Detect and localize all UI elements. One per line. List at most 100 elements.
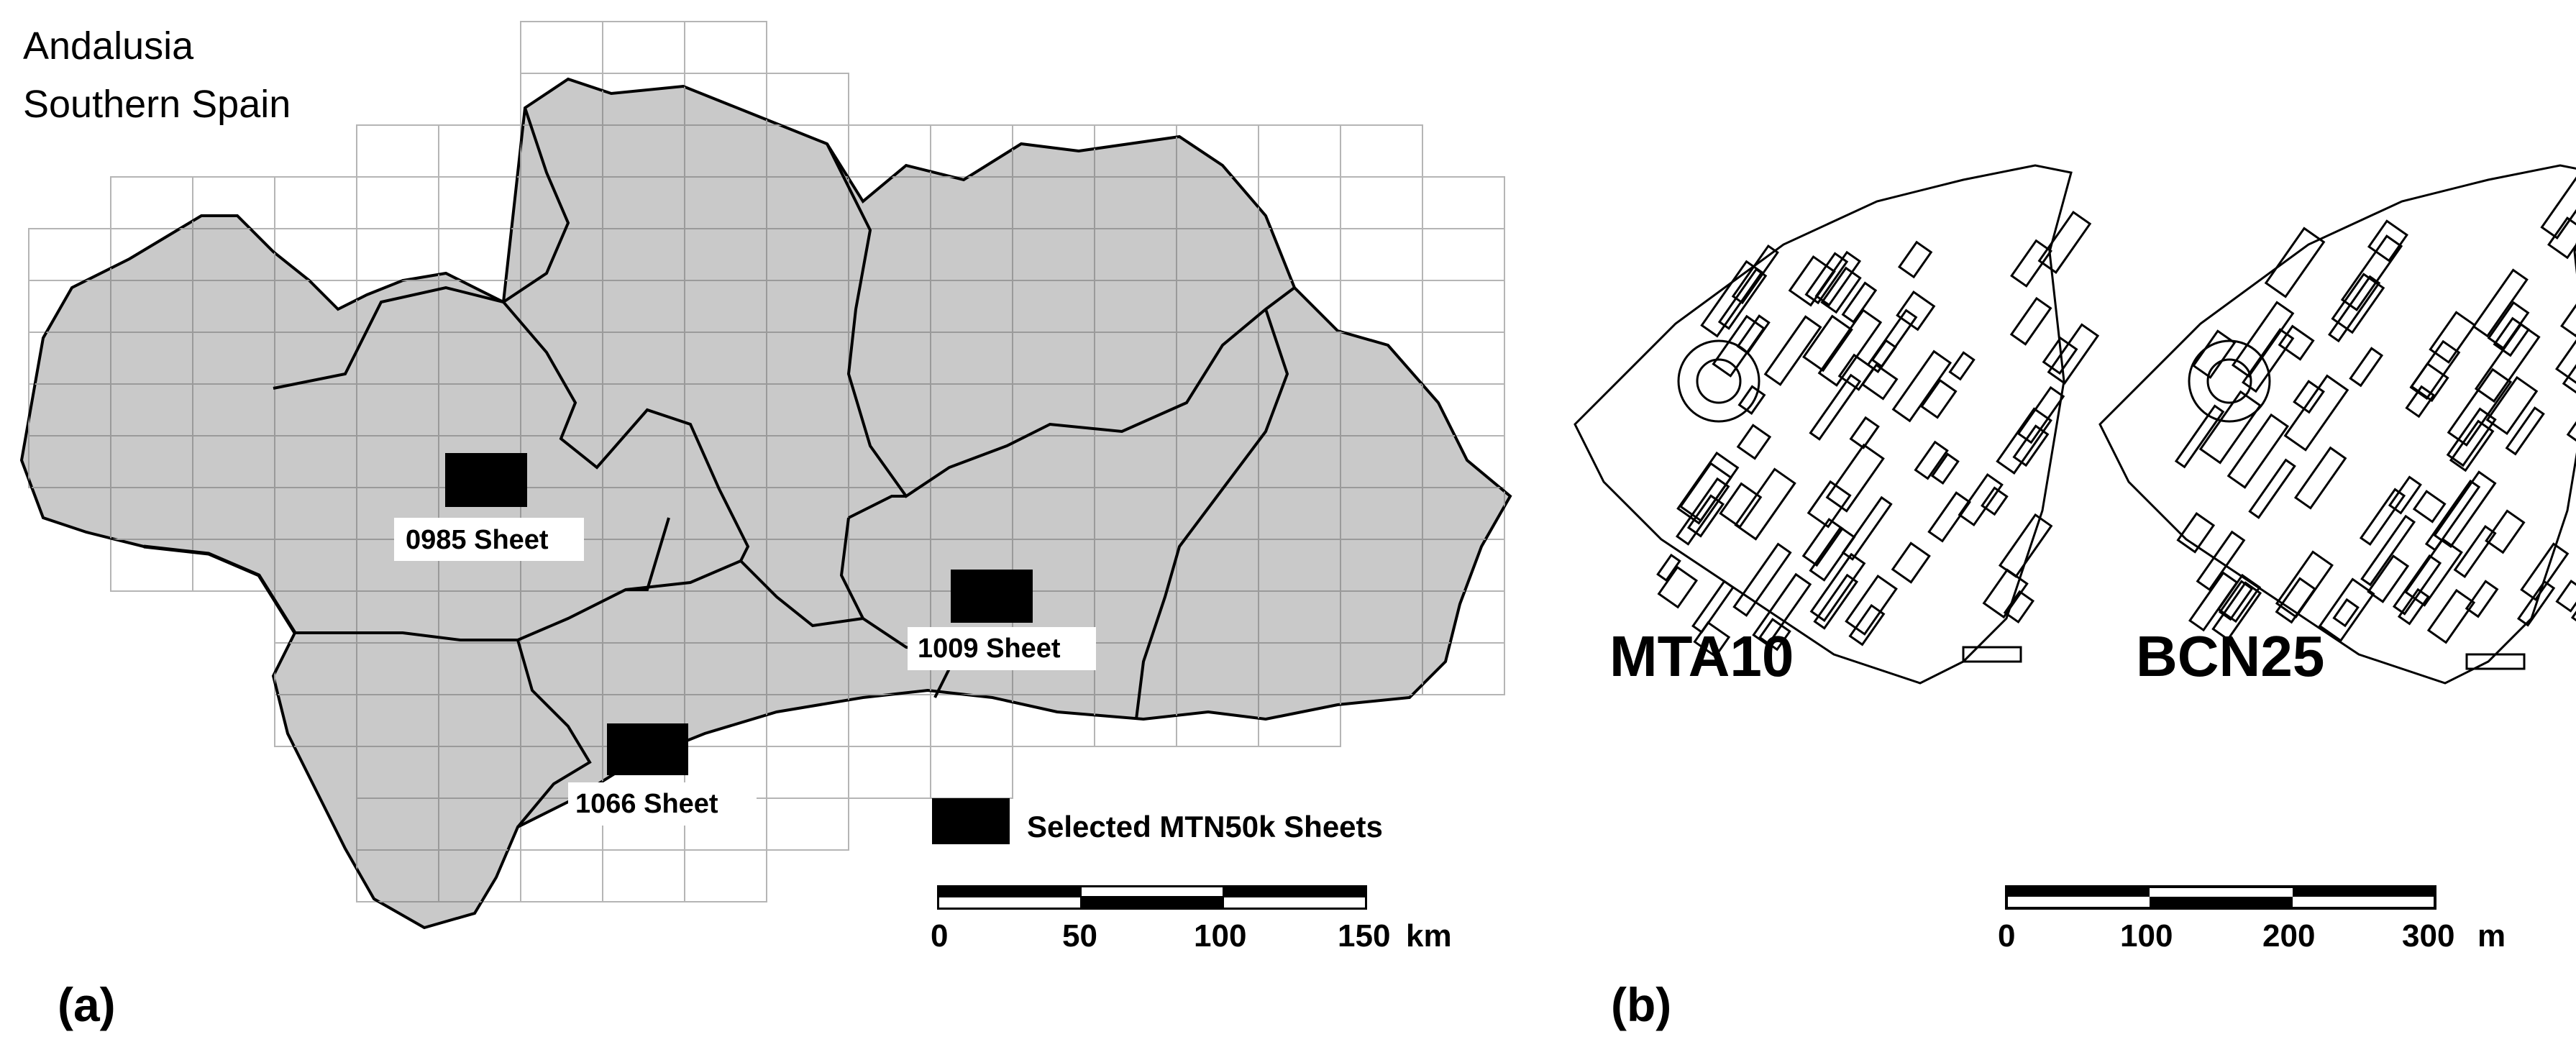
city-block <box>1809 373 1862 441</box>
scale-km-tick-1: 50 <box>1062 918 1097 954</box>
city-block <box>1849 416 1880 449</box>
city-block <box>2446 407 2497 467</box>
city-block <box>2012 424 2050 467</box>
city-block <box>1788 255 1836 307</box>
sheet-1066 <box>607 723 688 775</box>
grid-sheet <box>603 22 685 73</box>
grid-sheet <box>848 694 931 747</box>
sheet-1009 <box>951 570 1033 623</box>
city-block <box>2218 580 2254 621</box>
city-block <box>1897 240 1933 279</box>
grid-sheet <box>1422 332 1505 385</box>
city-block <box>2283 374 2349 452</box>
city-block <box>1845 574 1898 636</box>
city-block <box>2248 458 2296 519</box>
scale-km-unit: km <box>1406 918 1452 954</box>
city-block <box>2009 296 2052 346</box>
city-block <box>2554 303 2576 385</box>
map-label-bcn25: BCN25 <box>2136 624 2324 688</box>
city-block <box>2231 301 2295 378</box>
city-block <box>2392 554 2442 616</box>
city-block <box>1678 462 1733 523</box>
city-block <box>1866 309 1918 373</box>
grid-sheet <box>848 746 931 799</box>
city-block <box>2010 239 2052 288</box>
grid-sheet <box>520 849 603 902</box>
city-block <box>2017 385 2065 444</box>
city-block <box>1676 451 1740 525</box>
grid-sheet <box>766 798 849 851</box>
grid-sheet <box>1340 176 1423 229</box>
city-block <box>2174 404 2225 469</box>
city-block <box>2318 577 2375 642</box>
city-block <box>1656 553 1681 582</box>
city-block <box>2264 227 2326 298</box>
city-block <box>1804 252 1849 305</box>
grid-sheet <box>930 746 1013 799</box>
grid-sheet <box>438 124 521 178</box>
city-block <box>2505 406 2545 456</box>
grid-sheet <box>766 798 849 851</box>
city-block <box>1675 477 1730 546</box>
grid-sheet <box>684 849 767 902</box>
city-block <box>1930 452 1960 485</box>
grid-sheet <box>685 22 767 73</box>
grid-sheet <box>1340 124 1423 178</box>
city-block <box>1996 407 2052 475</box>
city-block <box>1837 353 1876 391</box>
city-block <box>1848 603 1886 646</box>
city-block <box>1958 472 2004 527</box>
scale-m-tick-3: 300 <box>2402 918 2454 954</box>
city-block <box>1734 467 1796 541</box>
grid-sheet <box>1422 176 1505 229</box>
city-block <box>2216 573 2262 623</box>
grid-sheet <box>930 694 1013 747</box>
city-block <box>2367 219 2408 262</box>
city-block <box>1982 568 2029 619</box>
city-block <box>1758 618 1791 652</box>
grid-sheet <box>1340 228 1423 281</box>
city-block <box>2472 268 2529 338</box>
city-block <box>2275 550 2334 618</box>
grid-sheet <box>1422 228 1505 281</box>
map-title-line1: Andalusia <box>23 24 194 68</box>
panel-label-b: (b) <box>1611 978 1671 1031</box>
city-block <box>1813 573 1859 630</box>
map-label-mta10: MTA10 <box>1609 624 1794 688</box>
city-block <box>1981 486 2009 516</box>
city-block <box>1657 565 1699 609</box>
grid-sheet <box>930 746 1013 799</box>
grid-sheet <box>110 176 193 229</box>
city-block <box>2226 413 2290 489</box>
scale-m-tick-1: 100 <box>2120 918 2173 954</box>
grid-sheet <box>766 79 849 126</box>
grid-sheet <box>602 21 685 74</box>
city-block <box>2278 324 2315 361</box>
grid-sheet <box>1340 176 1423 229</box>
grid-sheet <box>684 21 767 74</box>
city-block <box>1691 580 1735 634</box>
grid-sheet <box>1340 280 1423 333</box>
grid-sheet <box>766 73 849 126</box>
city-block <box>2424 479 2481 552</box>
panel-b: MTA10 BCN25 0 100 200 300 m (b) <box>1574 164 2576 1031</box>
city-block <box>1752 572 1812 646</box>
city-block <box>2516 580 2556 627</box>
city-map-mta10 <box>1574 164 2100 685</box>
city-block <box>2449 419 2495 472</box>
city-block <box>1719 482 1763 529</box>
city-block <box>2426 588 2476 644</box>
sheet-0985 <box>445 453 527 507</box>
grid-sheet <box>520 21 603 74</box>
city-block <box>2359 488 2406 547</box>
city-block <box>2520 542 2570 601</box>
city-block <box>1763 315 1822 386</box>
city-block <box>1732 542 1792 617</box>
city-block <box>1801 518 1844 567</box>
city-block <box>1841 281 1878 324</box>
grid-sheet <box>602 849 685 902</box>
city-block <box>2487 301 2530 350</box>
map-title-line2: Southern Spain <box>23 83 291 126</box>
city-block <box>2562 359 2576 400</box>
grid-sheet <box>602 849 685 902</box>
